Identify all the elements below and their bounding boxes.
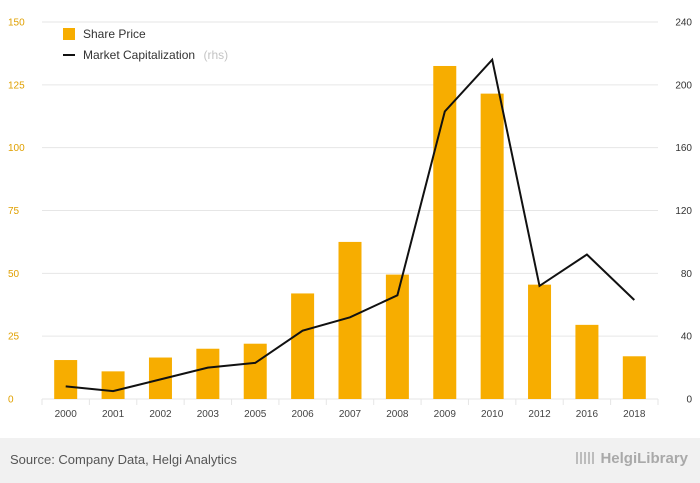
right-tick-label: 240	[675, 18, 692, 29]
left-tick-label: 100	[8, 143, 25, 154]
brand-logo: HelgiLibrary	[576, 450, 688, 467]
market-cap-line	[65, 57, 635, 393]
left-axis: 0 25 50 75 100 125 150	[8, 18, 25, 406]
legend: Share Price Market Capitalization (rhs)	[63, 27, 228, 63]
right-tick-label: 160	[675, 143, 692, 154]
left-tick-label: 125	[8, 80, 25, 91]
share-price-bar	[575, 324, 599, 399]
share-price-bar	[101, 371, 125, 399]
x-tick-label: 2008	[386, 409, 409, 420]
right-tick-label: 40	[681, 332, 693, 343]
x-tick-label: 2009	[434, 409, 457, 420]
x-tick-label: 2005	[244, 409, 267, 420]
legend-label-market-cap-suffix: (rhs)	[204, 48, 229, 62]
x-tick-label: 2002	[149, 409, 172, 420]
legend-label-market-cap: Market Capitalization (rhs)	[83, 46, 228, 63]
library-icon	[576, 452, 597, 464]
share-price-bar	[433, 65, 457, 399]
share-price-bar	[622, 356, 646, 399]
x-tick-label: 2007	[339, 409, 362, 420]
share-price-bar	[148, 357, 172, 399]
right-tick-label: 0	[686, 395, 692, 406]
x-tick-label: 2003	[197, 409, 220, 420]
left-tick-label: 75	[8, 206, 20, 217]
share-price-bar	[480, 93, 504, 399]
share-price-bar	[528, 284, 552, 399]
share-price-bar	[54, 360, 78, 399]
share-price-bar	[385, 274, 409, 399]
source-note: Source: Company Data, Helgi Analytics	[10, 452, 237, 467]
left-tick-label: 50	[8, 269, 20, 280]
share-price-bar	[196, 348, 220, 399]
right-tick-label: 120	[675, 206, 692, 217]
brand-name: HelgiLibrary	[600, 450, 688, 467]
x-tick-label: 2010	[481, 409, 504, 420]
x-tick-label: 2001	[102, 409, 125, 420]
legend-label-market-cap-text: Market Capitalization	[83, 48, 195, 62]
left-tick-label: 150	[8, 18, 25, 29]
right-tick-label: 200	[675, 80, 692, 91]
x-tick-label: 2000	[55, 409, 78, 420]
share-price-bars	[54, 65, 646, 399]
right-axis: 0 40 80 120 160 200 240	[675, 18, 692, 406]
legend-label-share-price: Share Price	[83, 27, 146, 41]
x-tick-label: 2018	[623, 409, 646, 420]
left-tick-label: 25	[8, 332, 20, 343]
grid	[41, 21, 659, 405]
share-price-bar	[291, 293, 315, 399]
x-tick-label: 2006	[291, 409, 314, 420]
x-axis: 2000 2001 2002 2003 2005 2006 2007 2008 2009 2010…	[55, 409, 646, 420]
share-price-bar	[243, 343, 267, 399]
share-price-bar	[338, 241, 362, 399]
right-tick-label: 80	[681, 269, 693, 280]
left-tick-label: 0	[8, 395, 14, 406]
legend-swatch-share-price	[63, 28, 75, 40]
x-tick-label: 2012	[528, 409, 551, 420]
x-tick-label: 2016	[576, 409, 599, 420]
